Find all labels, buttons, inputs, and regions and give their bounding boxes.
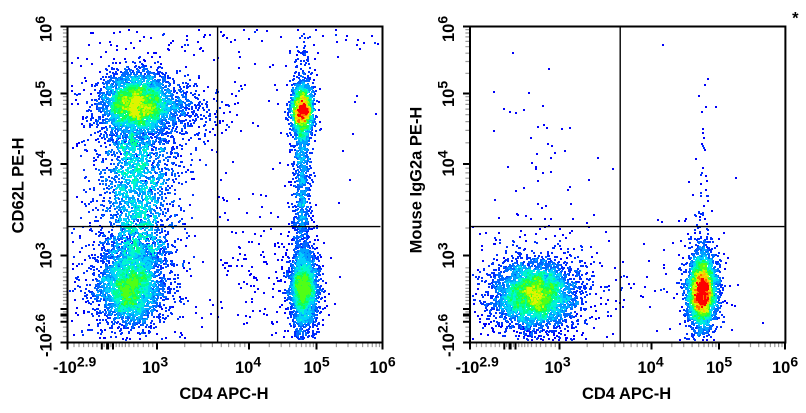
svg-text:*: * [792, 10, 799, 28]
svg-text:Mouse IgG2a PE-H: Mouse IgG2a PE-H [408, 107, 426, 254]
svg-text:106: 106 [772, 354, 798, 378]
svg-text:-102.9: -102.9 [53, 354, 97, 378]
svg-text:105: 105 [32, 81, 56, 107]
svg-text:106: 106 [32, 16, 56, 42]
svg-text:103: 103 [435, 242, 459, 268]
svg-text:-102.6: -102.6 [32, 313, 56, 357]
svg-text:CD4 APC-H: CD4 APC-H [179, 385, 268, 403]
svg-text:104: 104 [32, 150, 56, 176]
svg-text:104: 104 [435, 150, 459, 176]
svg-text:-102.6: -102.6 [435, 313, 459, 357]
svg-text:103: 103 [32, 242, 56, 268]
svg-text:CD62L PE-H: CD62L PE-H [10, 137, 28, 233]
svg-text:106: 106 [435, 16, 459, 42]
svg-text:105: 105 [435, 81, 459, 107]
svg-text:-102.9: -102.9 [456, 354, 500, 378]
svg-text:105: 105 [706, 354, 732, 378]
svg-text:106: 106 [370, 354, 396, 378]
svg-text:CD4 APC-H: CD4 APC-H [582, 385, 671, 403]
svg-text:103: 103 [545, 354, 571, 378]
svg-text:103: 103 [142, 354, 168, 378]
svg-text:105: 105 [304, 354, 330, 378]
svg-text:104: 104 [638, 354, 664, 378]
svg-text:104: 104 [235, 354, 261, 378]
